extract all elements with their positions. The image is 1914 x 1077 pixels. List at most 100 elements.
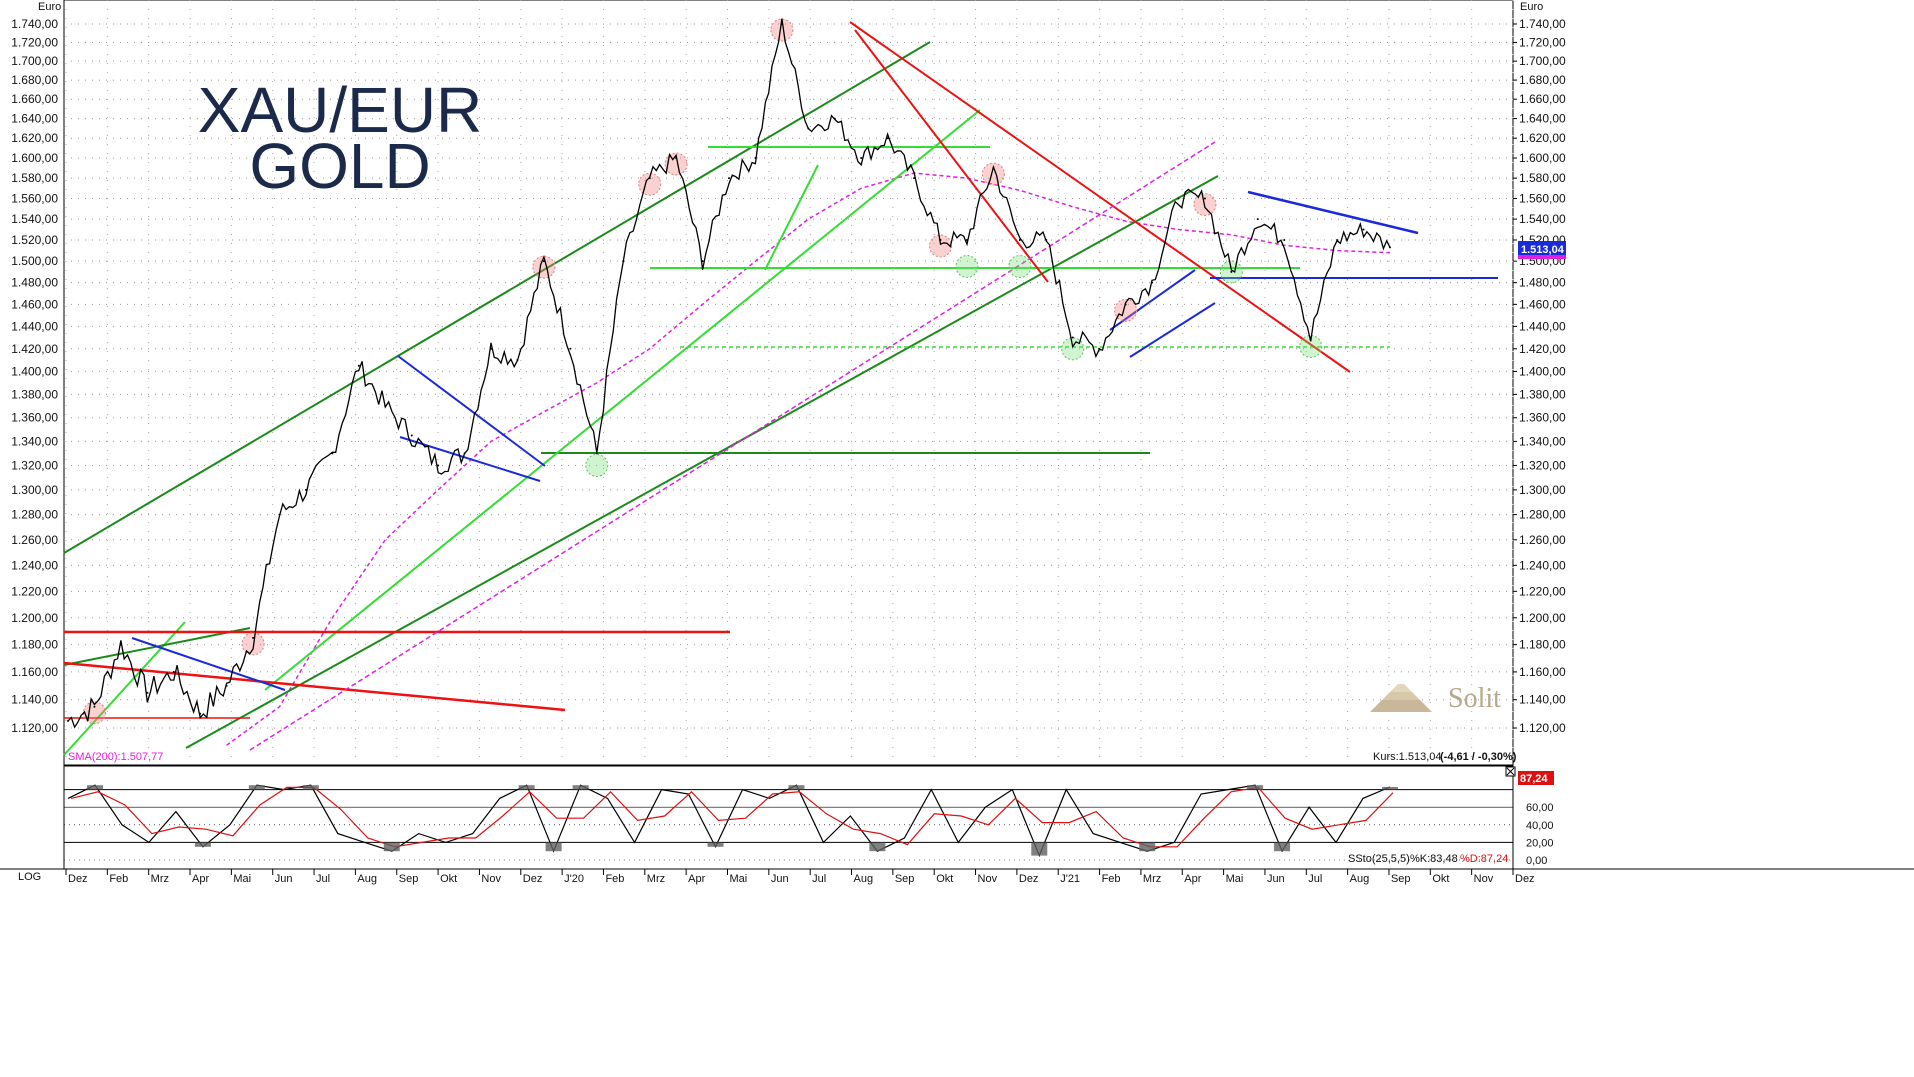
price-point bbox=[199, 712, 202, 715]
price-point bbox=[93, 705, 96, 708]
x-tick-label: Mai bbox=[233, 873, 251, 885]
y-tick-label: 1.660,00 bbox=[11, 92, 58, 106]
x-tick-label: Dez bbox=[1019, 873, 1039, 885]
price-point bbox=[1362, 228, 1365, 231]
y-tick-label: 1.260,00 bbox=[11, 533, 58, 547]
price-point bbox=[357, 364, 360, 367]
price-point bbox=[384, 405, 387, 408]
x-tick-label: Aug bbox=[357, 873, 377, 885]
osc-overbought-fill bbox=[248, 785, 265, 790]
y-tick-label: 1.320,00 bbox=[1519, 458, 1566, 472]
y-tick-label: 1.480,00 bbox=[1519, 276, 1566, 290]
price-point bbox=[833, 117, 836, 120]
y-tick-label: 1.640,00 bbox=[1519, 112, 1566, 126]
y-tick-label: 1.740,00 bbox=[11, 17, 58, 31]
x-tick-label: Mrz bbox=[1143, 873, 1161, 885]
price-point bbox=[1045, 239, 1048, 242]
price-point bbox=[437, 464, 440, 467]
last-price-badge bbox=[1518, 241, 1566, 257]
price-point bbox=[1256, 218, 1259, 221]
solit-logo: Solit bbox=[1370, 683, 1501, 714]
price-point bbox=[939, 239, 942, 242]
x-tick-label: J'21 bbox=[1060, 873, 1080, 885]
price-point bbox=[1071, 336, 1074, 339]
y-tick-label: 1.620,00 bbox=[1519, 131, 1566, 145]
green-uptrend-line bbox=[264, 109, 981, 691]
price-point bbox=[622, 260, 625, 263]
y-tick-label: 1.480,00 bbox=[11, 276, 58, 290]
y-tick-label: 1.280,00 bbox=[11, 508, 58, 522]
y-tick-label: 1.420,00 bbox=[11, 342, 58, 356]
y-tick-label: 1.720,00 bbox=[11, 35, 58, 49]
trendlines bbox=[63, 21, 1498, 756]
log-toggle[interactable]: LOG bbox=[18, 871, 41, 883]
osc-overbought-fill bbox=[788, 785, 805, 790]
y-tick-label: 1.160,00 bbox=[11, 665, 58, 679]
x-tick-label: Nov bbox=[481, 873, 501, 885]
x-tick-label: Okt bbox=[1432, 873, 1449, 885]
osc-oversold-fill bbox=[869, 842, 886, 852]
green-early-line bbox=[63, 621, 186, 756]
oscillator-name: SSto(25,5,5) bbox=[1348, 853, 1410, 865]
osc-overbought-fill bbox=[86, 785, 103, 790]
y-tick-label: 1.340,00 bbox=[1519, 434, 1566, 448]
osc-tick-label: 20,00 bbox=[1526, 837, 1554, 849]
sma200-layer bbox=[226, 172, 1391, 746]
y-tick-label: 1.560,00 bbox=[1519, 191, 1566, 205]
x-tick-label: Sep bbox=[895, 873, 915, 885]
price-point bbox=[146, 691, 149, 694]
y-tick-label: 1.740,00 bbox=[1519, 17, 1566, 31]
chart-subtitle: GOLD bbox=[249, 130, 430, 202]
chart-title: XAU/EUR bbox=[198, 74, 483, 146]
price-point bbox=[754, 157, 757, 160]
osc-oversold-fill bbox=[1031, 842, 1048, 856]
y-tick-label: 1.340,00 bbox=[11, 434, 58, 448]
x-tick-label: Feb bbox=[605, 873, 624, 885]
y-tick-label: 1.300,00 bbox=[1519, 483, 1566, 497]
y-tick-label: 1.660,00 bbox=[1519, 92, 1566, 106]
sma-legend: SMA(200):1.507,77 bbox=[68, 751, 163, 763]
price-point bbox=[1124, 303, 1127, 306]
price-series bbox=[67, 18, 1391, 729]
y-tick-label: 1.300,00 bbox=[11, 483, 58, 497]
pivot-high-marker bbox=[664, 152, 688, 176]
y-tick-label: 1.700,00 bbox=[1519, 54, 1566, 68]
pivot-low-marker bbox=[585, 453, 609, 477]
price-point bbox=[1151, 281, 1154, 284]
x-tick-label: Dez bbox=[1515, 873, 1535, 885]
osc-tick-label: 0,00 bbox=[1526, 855, 1547, 867]
y-tick-label: 1.420,00 bbox=[1519, 342, 1566, 356]
price-point bbox=[1230, 270, 1233, 273]
y-axis-right: 1.120,00 1.140,00 1.160,00 1.180,00 1.200,00… bbox=[1513, 17, 1566, 735]
y-tick-label: 1.400,00 bbox=[1519, 364, 1566, 378]
price-point bbox=[1177, 197, 1180, 200]
x-tick-label: Jul bbox=[812, 873, 826, 885]
osc-k-line bbox=[67, 784, 1391, 858]
x-tick-label: Feb bbox=[1102, 873, 1121, 885]
oscillator-frame bbox=[63, 765, 1514, 870]
last-price-label: 1.513,04 bbox=[1521, 244, 1565, 256]
y-tick-label: 1.200,00 bbox=[11, 611, 58, 625]
oscillator-close-icon[interactable] bbox=[1505, 766, 1516, 777]
pivot-low-marker bbox=[955, 255, 979, 279]
red-downtrend-main bbox=[849, 21, 1351, 373]
price-point bbox=[67, 719, 69, 722]
y-tick-label: 1.400,00 bbox=[11, 364, 58, 378]
price-point bbox=[516, 359, 519, 362]
blue-wedge-upper bbox=[397, 355, 546, 467]
y-unit-left: Euro bbox=[38, 1, 61, 13]
price-point bbox=[1283, 239, 1286, 242]
y-tick-label: 1.440,00 bbox=[1519, 319, 1566, 333]
y-tick-label: 1.260,00 bbox=[1519, 533, 1566, 547]
osc-overbought-fill bbox=[518, 785, 535, 790]
price-point bbox=[728, 177, 730, 180]
y-tick-label: 1.180,00 bbox=[1519, 638, 1566, 652]
osc-overbought-fill bbox=[1247, 785, 1264, 790]
price-point bbox=[965, 239, 968, 242]
red-downtrend-early bbox=[63, 661, 566, 712]
sma-badge-stripe bbox=[1518, 255, 1566, 259]
y-tick-label: 1.460,00 bbox=[11, 297, 58, 311]
pivot-high-marker bbox=[1114, 298, 1138, 322]
price-point bbox=[410, 434, 413, 437]
price-point bbox=[675, 157, 678, 160]
